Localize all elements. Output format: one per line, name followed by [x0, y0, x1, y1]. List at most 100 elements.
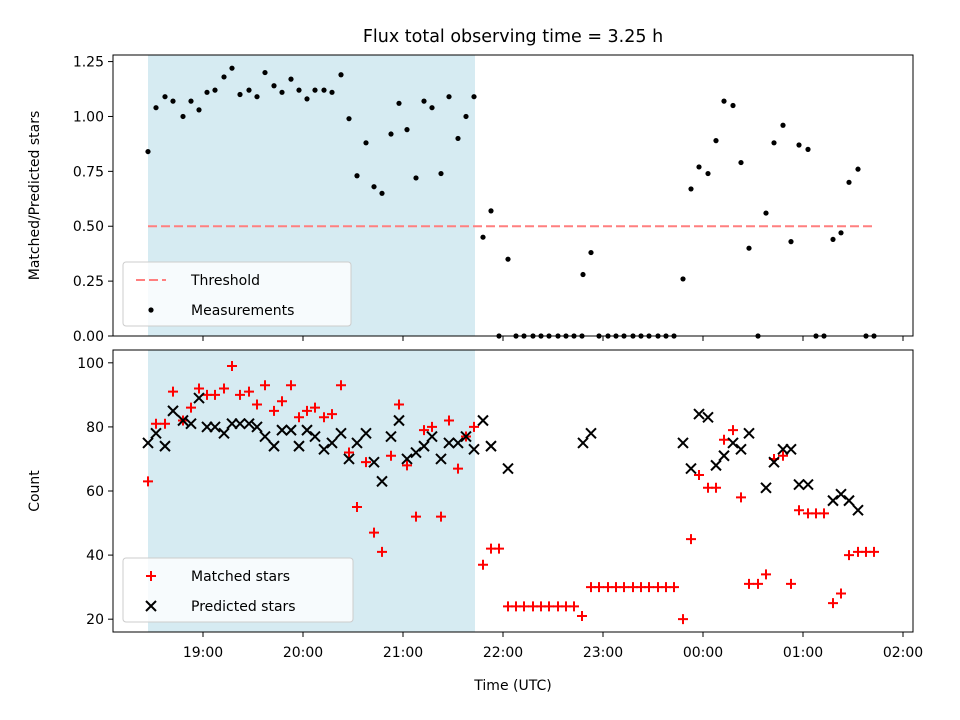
- y-tick-label: 0.25: [73, 274, 104, 290]
- data-point: [194, 383, 204, 394]
- data-point: [685, 462, 697, 475]
- data-point: [170, 98, 176, 104]
- data-point: [686, 534, 696, 545]
- data-point: [402, 460, 412, 471]
- data-point: [343, 453, 355, 465]
- data-point: [145, 148, 151, 155]
- data-point: [446, 94, 452, 100]
- data-point: [577, 610, 587, 621]
- data-point: [743, 427, 755, 440]
- data-point: [376, 475, 388, 488]
- data-point: [443, 437, 455, 449]
- data-point: [321, 87, 327, 93]
- data-point: [159, 440, 171, 452]
- data-point: [252, 399, 262, 410]
- data-point: [761, 569, 771, 580]
- data-point: [680, 276, 686, 282]
- data-point: [588, 249, 594, 256]
- data-point: [394, 399, 404, 410]
- data-point: [346, 116, 352, 122]
- data-point: [844, 550, 854, 561]
- legend-box: [122, 557, 354, 623]
- data-point: [153, 105, 159, 111]
- data-point: [286, 380, 296, 391]
- data-point: [460, 430, 472, 443]
- data-point: [294, 412, 304, 423]
- data-point: [786, 578, 796, 589]
- data-point: [279, 89, 285, 95]
- data-point: [569, 601, 579, 612]
- data-point: [243, 417, 255, 430]
- data-point: [369, 527, 379, 538]
- data-point: [162, 94, 168, 100]
- y-axis-label: Matched/Predicted stars: [27, 111, 43, 281]
- data-point: [760, 482, 772, 494]
- legend-marker: [145, 600, 157, 612]
- data-point: [836, 588, 846, 599]
- data-point: [696, 164, 702, 170]
- series-matched-stars: [143, 361, 879, 625]
- data-point: [386, 450, 396, 461]
- data-point: [852, 504, 864, 516]
- x-tick-label: 00:00: [683, 645, 723, 661]
- data-point: [368, 456, 380, 468]
- data-point: [385, 430, 397, 443]
- data-point: [360, 427, 372, 440]
- data-point: [427, 421, 437, 432]
- data-point: [436, 511, 446, 522]
- data-point: [361, 457, 371, 468]
- legend-label: Predicted stars: [191, 599, 296, 615]
- data-point: [477, 414, 489, 427]
- data-point: [793, 478, 805, 491]
- data-point: [335, 427, 347, 440]
- data-point: [771, 140, 777, 146]
- data-point: [312, 87, 318, 93]
- legend: Threshold Measurements: [122, 261, 352, 327]
- data-point: [688, 186, 694, 192]
- data-point: [728, 425, 738, 436]
- chart-title: Flux total observing time = 3.25 h: [363, 27, 663, 47]
- data-point: [379, 190, 385, 196]
- legend-marker: [146, 571, 156, 581]
- data-point: [229, 65, 235, 71]
- data-point: [377, 546, 387, 557]
- data-point: [143, 476, 153, 487]
- data-point: [677, 437, 689, 449]
- data-point: [744, 578, 754, 589]
- x-tick-label: 21:00: [383, 645, 423, 661]
- legend-label: Measurements: [191, 303, 294, 319]
- data-point: [519, 601, 529, 612]
- y-axis-label: Count: [27, 470, 43, 512]
- data-point: [819, 508, 829, 519]
- data-point: [269, 405, 279, 416]
- data-point: [785, 443, 797, 456]
- data-point: [736, 492, 746, 503]
- series-measurements: [145, 65, 877, 339]
- data-point: [268, 440, 280, 452]
- data-point: [354, 173, 360, 179]
- data-point: [237, 91, 243, 98]
- data-point: [469, 421, 479, 432]
- data-point: [835, 488, 847, 500]
- x-tick-label: 22:00: [483, 645, 523, 661]
- data-point: [177, 414, 189, 427]
- data-point: [285, 424, 297, 436]
- data-point: [580, 271, 586, 278]
- data-point: [204, 89, 210, 95]
- data-point: [435, 453, 447, 465]
- data-point: [505, 256, 511, 262]
- data-point: [488, 208, 494, 214]
- legend-label: Matched stars: [191, 569, 290, 585]
- data-point: [326, 437, 338, 449]
- data-point: [411, 511, 421, 522]
- data-point: [142, 437, 154, 449]
- data-point: [485, 440, 497, 452]
- data-point: [693, 408, 705, 420]
- ratio-panel: 0.00 0.25 0.50 0.75 1.00 1.25 Matched/Predicte…: [27, 54, 914, 345]
- data-point: [678, 614, 688, 625]
- data-point: [418, 440, 430, 452]
- data-point: [838, 230, 844, 236]
- data-point: [160, 418, 170, 429]
- data-point: [702, 411, 714, 424]
- data-point: [619, 582, 629, 593]
